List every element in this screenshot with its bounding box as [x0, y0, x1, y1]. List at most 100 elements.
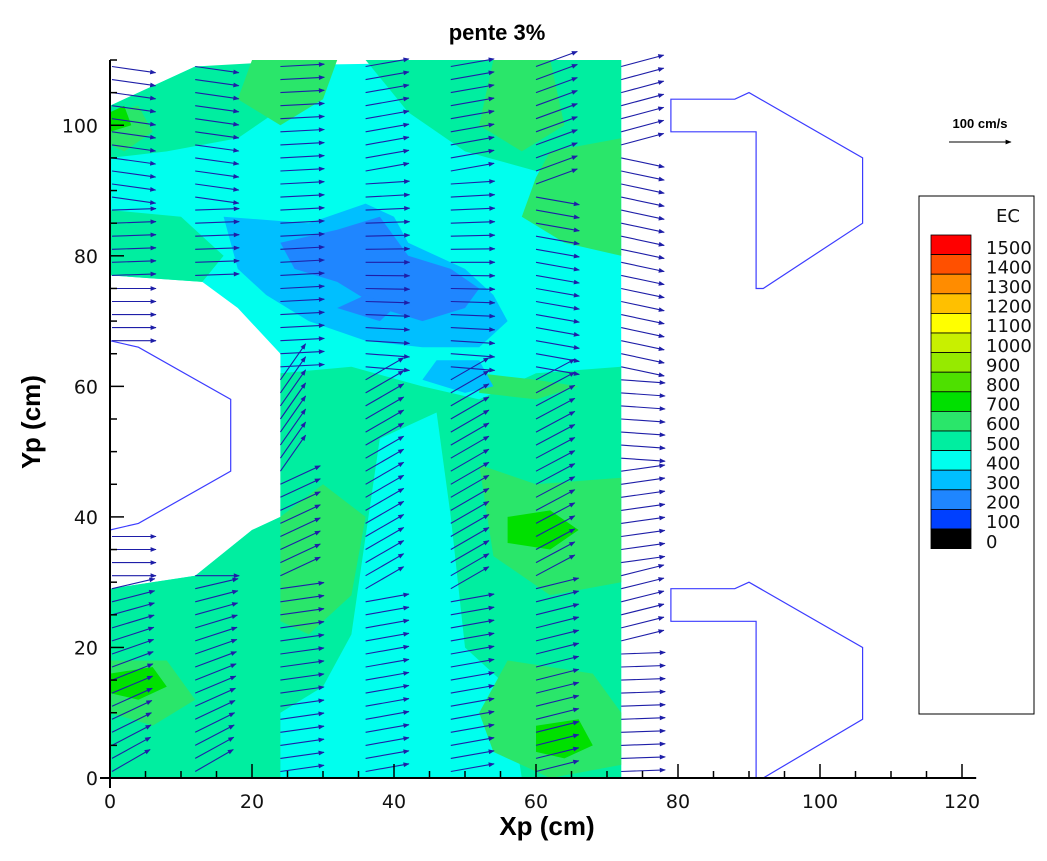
velocity-vector — [450, 644, 495, 655]
velocity-vector — [111, 712, 152, 733]
velocity-vector — [111, 700, 153, 720]
velocity-vector — [280, 504, 321, 524]
velocity-vector — [621, 444, 666, 451]
velocity-vector — [365, 313, 411, 319]
velocity-vector — [365, 592, 410, 603]
velocity-vector — [535, 437, 576, 459]
velocity-vector — [365, 435, 405, 459]
velocity-vector — [365, 723, 410, 733]
velocity-vector — [194, 675, 237, 694]
velocity-vector — [450, 83, 495, 94]
velocity-vector — [111, 144, 157, 153]
velocity-vector — [111, 206, 157, 212]
velocity-vector — [111, 65, 157, 75]
velocity-vector — [111, 183, 157, 192]
velocity-vector — [195, 651, 237, 668]
velocity-vector — [280, 517, 321, 537]
colorbar-swatch — [930, 371, 972, 393]
colorbar-swatch — [930, 410, 972, 432]
velocity-vector — [195, 219, 240, 225]
velocity-vector — [111, 271, 157, 277]
velocity-vector — [195, 183, 240, 192]
velocity-vector — [621, 629, 665, 642]
colorbar-swatch — [930, 469, 972, 491]
velocity-vector — [365, 762, 410, 773]
velocity-vector — [450, 327, 496, 332]
velocity-vector — [365, 300, 411, 306]
velocity-vector — [621, 93, 665, 107]
velocity-vector — [111, 258, 157, 264]
velocity-vector — [195, 614, 238, 629]
velocity-vector — [111, 219, 157, 225]
x-tick-label: 0 — [104, 791, 116, 813]
velocity-vector — [111, 577, 156, 590]
velocity-vector — [621, 715, 666, 721]
velocity-vector — [280, 750, 325, 759]
velocity-vector — [450, 366, 496, 373]
velocity-vector — [535, 655, 580, 668]
velocity-vector — [365, 500, 405, 524]
velocity-vector — [280, 75, 325, 81]
velocity-vector — [450, 313, 496, 319]
velocity-vector — [621, 616, 665, 629]
velocity-vector — [621, 274, 665, 286]
velocity-vector — [280, 620, 325, 629]
colorbar-swatch — [930, 352, 972, 373]
velocity-vector — [365, 246, 411, 252]
velocity-vector — [195, 118, 240, 127]
velocity-vector — [365, 109, 410, 120]
contour-region-8 — [479, 60, 565, 152]
velocity-vector — [621, 248, 665, 260]
velocity-vector — [111, 232, 157, 238]
velocity-vector — [535, 668, 580, 681]
x-tick-label: 120 — [944, 791, 980, 813]
velocity-vector — [195, 144, 240, 153]
velocity-vector — [280, 153, 325, 159]
velocity-vector — [111, 663, 154, 681]
velocity-vector — [535, 90, 578, 107]
velocity-vector — [535, 759, 580, 773]
velocity-vector — [365, 179, 411, 185]
velocity-vector — [365, 514, 405, 537]
velocity-vector — [279, 421, 307, 459]
velocity-vector — [280, 646, 325, 655]
velocity-vector — [535, 463, 576, 485]
velocity-vector — [450, 300, 496, 306]
velocity-vector — [450, 148, 495, 159]
obstacle-outline-0 — [109, 339, 232, 531]
velocity-vector — [535, 235, 580, 246]
velocity-vector — [621, 689, 666, 695]
velocity-vector — [280, 478, 321, 498]
velocity-vector — [195, 92, 240, 101]
velocity-vector — [450, 461, 490, 485]
velocity-vector — [111, 675, 154, 694]
velocity-vector — [195, 577, 239, 590]
velocity-vector — [365, 366, 411, 373]
velocity-vector — [535, 103, 578, 120]
velocity-vector — [535, 424, 576, 446]
velocity-vector — [195, 196, 240, 205]
velocity-vector — [450, 540, 490, 564]
velocity-vector — [111, 749, 151, 772]
velocity-vector — [621, 106, 665, 120]
velocity-vector — [450, 161, 495, 172]
colorbar-swatch — [930, 312, 972, 334]
velocity-vector — [279, 434, 307, 472]
velocity-vector — [195, 602, 239, 616]
x-tick-label: 80 — [666, 791, 690, 813]
velocity-vector — [621, 196, 665, 208]
colorbar-title: EC — [996, 206, 1020, 227]
velocity-vector — [535, 384, 576, 407]
velocity-vector — [450, 671, 495, 681]
velocity-vector — [621, 702, 666, 708]
colorbar-swatch — [930, 254, 972, 275]
velocity-vector — [535, 577, 580, 590]
velocity-vector — [621, 170, 665, 182]
velocity-vector — [621, 209, 665, 221]
velocity-vector — [535, 694, 580, 707]
velocity-vector — [280, 711, 325, 720]
velocity-vector — [365, 422, 405, 446]
velocity-vector — [621, 261, 665, 273]
velocity-vector — [450, 96, 495, 107]
colorbar-label: 1300 — [986, 277, 1032, 298]
